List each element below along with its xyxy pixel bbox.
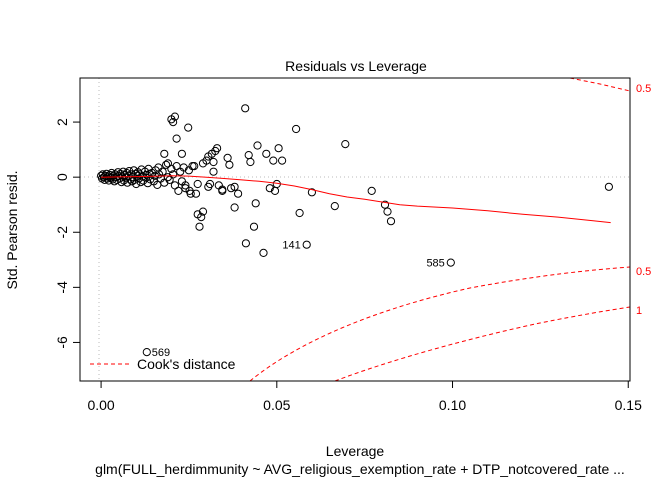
point-labels: 141 585 569 (152, 240, 445, 359)
data-point (230, 203, 239, 212)
data-point (367, 186, 376, 195)
smooth-trend-line (101, 175, 611, 224)
y-tick-label: -2 (54, 226, 70, 239)
data-point (446, 258, 455, 267)
data-point (251, 199, 260, 208)
data-point (246, 157, 255, 167)
data-point (162, 160, 171, 169)
x-axis-label: Leverage (326, 443, 385, 459)
data-point (341, 140, 350, 149)
data-point (170, 112, 179, 121)
data-point (383, 207, 392, 216)
point-label-141: 141 (282, 240, 300, 252)
x-tick-label: 0.05 (263, 397, 290, 413)
data-point (278, 156, 287, 165)
data-point (163, 159, 172, 168)
x-tick-label: 0.10 (439, 397, 466, 413)
cooks-lower-1-label: 1 (636, 305, 642, 317)
data-point (302, 240, 311, 249)
data-point (190, 162, 199, 171)
data-point (209, 167, 218, 176)
data-point (249, 222, 259, 231)
cooks-distance-upper-0.5-curve (569, 78, 630, 92)
point-label-585: 585 (426, 258, 444, 270)
data-point (195, 222, 204, 231)
data-point (181, 184, 190, 193)
data-point (234, 189, 243, 198)
model-formula-subtitle: glm(FULL_herdimmunity ~ AVG_religious_ex… (95, 461, 625, 477)
data-point (269, 156, 278, 165)
data-point (142, 348, 151, 357)
data-point (158, 167, 167, 176)
residual-points (97, 104, 614, 357)
data-point (117, 178, 126, 187)
data-point (330, 202, 339, 211)
data-point (169, 170, 178, 179)
data-point (274, 144, 283, 153)
data-point (241, 239, 250, 248)
data-point (307, 188, 316, 197)
data-point (205, 179, 215, 189)
data-point (181, 181, 190, 190)
data-point (227, 184, 236, 193)
data-point (218, 186, 227, 195)
data-point (262, 149, 271, 158)
x-tick-label: 0.00 (87, 397, 114, 413)
data-point (179, 163, 188, 172)
data-point (230, 182, 239, 191)
data-point (380, 200, 390, 209)
data-point (295, 208, 304, 218)
data-point (209, 157, 218, 167)
point-label-569: 569 (152, 347, 170, 359)
data-point (386, 217, 396, 226)
y-axis-label: Std. Pearson resid. (4, 170, 20, 289)
y-tick-label: -4 (54, 281, 70, 294)
data-point (241, 104, 250, 113)
y-axis: 2 0 -2 -4 -6 (54, 118, 81, 349)
data-point (126, 175, 135, 184)
data-point (604, 182, 614, 191)
y-tick-label: -6 (54, 336, 70, 349)
cooks-lower-0.5-label: 0.5 (636, 266, 651, 278)
data-point (265, 184, 274, 193)
x-tick-label: 0.15 (615, 397, 642, 413)
data-point (259, 248, 268, 257)
data-point (160, 149, 169, 158)
data-point (197, 213, 206, 222)
cooks-upper-0.5-label: 0.5 (636, 83, 651, 95)
cooks-distance-lower-1-curve (334, 306, 630, 381)
data-point (169, 118, 178, 127)
plot-frame (79, 77, 631, 382)
y-tick-label: 2 (54, 118, 70, 126)
chart-title: Residuals vs Leverage (285, 58, 427, 74)
data-point (184, 123, 193, 132)
data-point (113, 168, 123, 177)
x-axis: 0.00 0.05 0.10 0.15 (87, 380, 642, 413)
data-point (191, 189, 201, 198)
data-point (198, 207, 208, 216)
data-point (253, 141, 262, 150)
cooks-distance-lower-0.5-curve (249, 266, 630, 381)
data-point (174, 186, 183, 195)
data-point (116, 169, 125, 178)
data-point (172, 134, 181, 143)
data-point (213, 144, 222, 153)
data-point (193, 179, 202, 189)
y-tick-label: 0 (54, 173, 70, 181)
data-point (177, 149, 186, 158)
data-point (223, 153, 232, 162)
data-point (225, 160, 234, 169)
data-point (188, 162, 197, 171)
data-point (244, 151, 253, 160)
data-point (292, 124, 301, 134)
legend-cooks-distance-label: Cook's distance (137, 356, 236, 372)
